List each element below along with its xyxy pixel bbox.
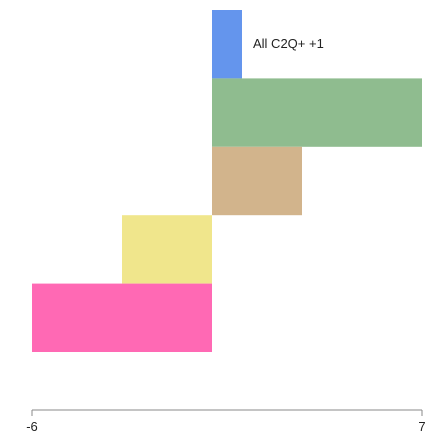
x-tick-label-min: -6 [26, 419, 38, 434]
bar-1-data-label: All C2Q+ +1 [253, 36, 324, 51]
x-tick-label-max: 7 [418, 419, 425, 434]
bar-1 [212, 10, 242, 79]
bars-layer [32, 10, 422, 352]
bar-4 [122, 215, 212, 284]
labels-layer: All C2Q+ +1 [253, 36, 324, 51]
bar-2 [212, 78, 422, 147]
bar-5 [32, 283, 212, 352]
x-axis: -6 7 [26, 409, 426, 434]
bar-3 [212, 146, 302, 216]
